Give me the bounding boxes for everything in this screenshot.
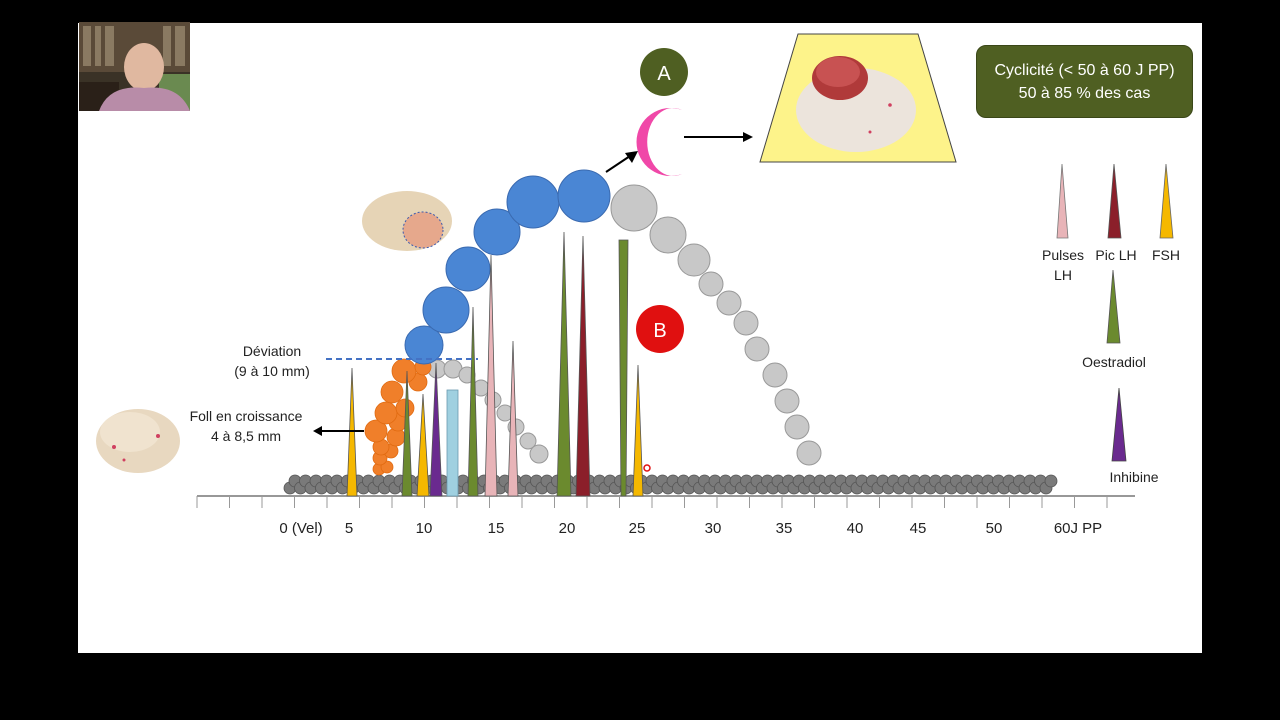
arrowhead-to-ovary-image [743, 132, 753, 142]
cyclicity-summary-box: Cyclicité (< 50 à 60 J PP) 50 à 85 % des… [976, 45, 1193, 118]
atretic-follicle [744, 336, 770, 362]
fsh-spike [632, 364, 644, 497]
corpus-luteum-ovary-image [759, 33, 957, 163]
legend-inhibine-label: Inhibine [1109, 469, 1159, 485]
recruited-follicle [380, 380, 404, 404]
legend-pulses-lh-icon [1056, 163, 1069, 239]
axis-tick-label: 10 [415, 520, 433, 537]
legend-pic-lh-icon [1107, 163, 1122, 239]
atretic-follicle [784, 414, 810, 440]
legend-pulses-lh-label: Pulses LH [1034, 245, 1092, 285]
ovary-left-image [96, 409, 180, 473]
atretic-follicle [774, 388, 800, 414]
growing-follicles-arrowhead [313, 426, 322, 436]
small-follicle [1044, 474, 1058, 488]
ovary-with-follicle-image [362, 191, 452, 251]
subordinate-follicles [427, 359, 549, 464]
dominant-follicle [473, 208, 521, 256]
growing-follicles-label: Foll en croissance 4 à 8,5 mm [172, 406, 320, 446]
legend-pic-lh-label: Pic LH [1095, 247, 1137, 263]
marker-b-label: B [653, 320, 666, 342]
axis-tick-label: 40 [846, 520, 864, 537]
legend-oestradiol-label: Oestradiol [1082, 354, 1146, 370]
recruited-follicle [391, 358, 417, 384]
axis-tick-label: 50 [985, 520, 1003, 537]
legend-inhibine-icon [1111, 387, 1127, 462]
atretic-follicle [716, 290, 742, 316]
axis-tick-label: 25 [628, 520, 646, 537]
dominant-follicle [445, 246, 491, 292]
legend-fsh-icon [1159, 163, 1174, 239]
dominant-follicle [506, 175, 560, 229]
pic-lh-spike [575, 235, 591, 497]
small-follicle-pool [283, 474, 1058, 495]
atretic-follicle [610, 184, 658, 232]
dominant-follicle [422, 286, 470, 334]
marker-a-circle [640, 48, 688, 96]
summary-line-2: 50 à 85 % des cas [1018, 84, 1151, 102]
presenter-webcam [79, 22, 190, 111]
oestradiol-spike [401, 370, 413, 497]
dominant-follicle [557, 169, 611, 223]
arrowhead-to-corpus-luteum [625, 151, 638, 163]
recruited-follicle [364, 419, 388, 443]
legend-fsh-label: FSH [1152, 247, 1180, 263]
axis-tick-label: 5 [344, 520, 354, 537]
inhibine-bar [446, 389, 459, 497]
hormone-spikes [346, 231, 644, 497]
axis-tick-label: 30 [704, 520, 722, 537]
atretic-follicle [677, 243, 711, 277]
summary-line-1: Cyclicité (< 50 à 60 J PP) [994, 61, 1175, 79]
oestradiol-spike [556, 231, 572, 497]
axis-tick-label: 35 [775, 520, 793, 537]
inhibine-spike [429, 362, 443, 497]
axis-tick-label: 60J PP [1053, 520, 1103, 537]
legend-oestradiol-icon [1106, 269, 1121, 344]
atretic-follicle [796, 440, 822, 466]
subordinate-follicle [529, 444, 549, 464]
subordinate-follicle [519, 432, 537, 450]
axis-tick-label: 15 [487, 520, 505, 537]
recruited-follicle [374, 401, 398, 425]
pulses-lh-spike [507, 340, 519, 497]
recruited-follicles [364, 358, 432, 476]
growing-follicles-line-2: 4 à 8,5 mm [210, 428, 282, 444]
dominant-follicle [404, 169, 611, 365]
atretic-follicle [733, 310, 759, 336]
fsh-spike [416, 393, 430, 497]
deviation-label: Déviation (9 à 10 mm) [222, 341, 322, 381]
marker-a-label: A [657, 63, 671, 85]
deviation-line-2: (9 à 10 mm) [234, 363, 310, 379]
atretic-dominant-follicle [610, 184, 822, 466]
dominant-follicle [404, 325, 444, 365]
axis-ticks [196, 496, 1108, 508]
pulses-lh-spike [484, 254, 498, 497]
axis-tick-label: 45 [909, 520, 927, 537]
legend-pulses-lh-line-2: LH [1054, 267, 1072, 283]
oestradiol-spike [618, 239, 629, 497]
pointer-dot [643, 464, 651, 472]
atretic-follicle [762, 362, 788, 388]
deviation-line-1: Déviation [242, 343, 302, 359]
oestradiol-spike [467, 306, 479, 497]
corpus-luteum-crescent [636, 108, 682, 176]
axis-tick-label: 20 [558, 520, 576, 537]
growing-follicles-line-1: Foll en croissance [189, 408, 303, 424]
legend-pulses-lh-line-1: Pulses [1041, 247, 1085, 263]
arrow-to-corpus-luteum [605, 155, 631, 173]
atretic-follicle [698, 271, 724, 297]
axis-tick-label: 0 (Vel) [279, 520, 323, 537]
atretic-follicle [649, 216, 687, 254]
marker-b-circle [636, 305, 684, 353]
